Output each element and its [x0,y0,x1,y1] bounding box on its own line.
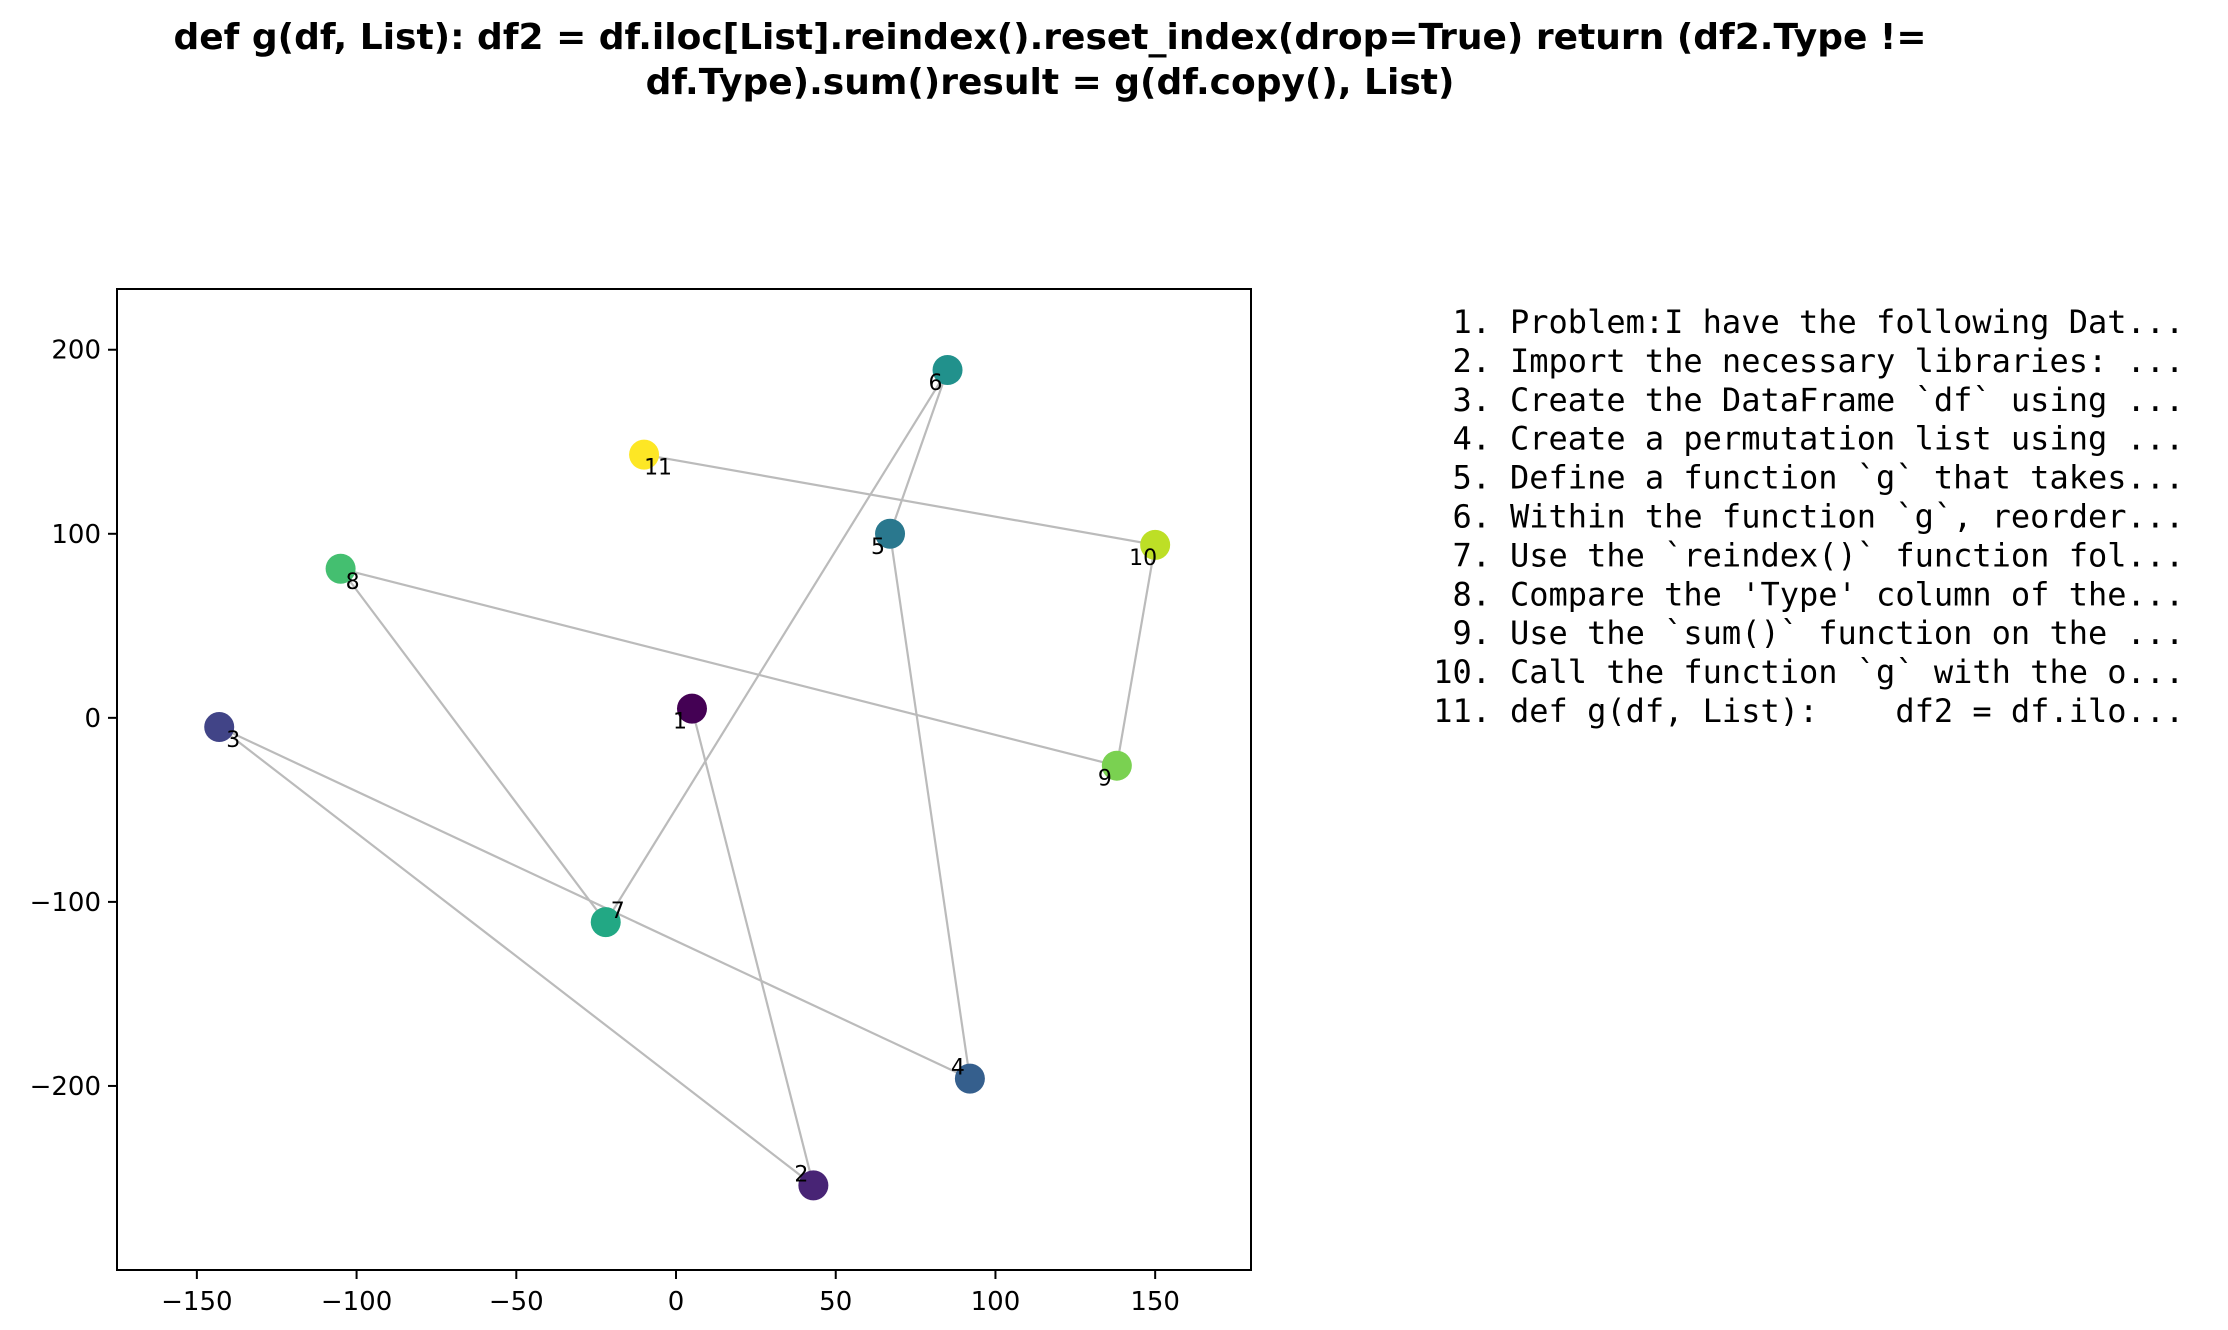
step-number: 1. [1452,303,1491,341]
y-tick-label: −200 [30,1072,101,1102]
point-label: 1 [673,710,687,735]
x-tick-label: 100 [971,1287,1021,1317]
step-text: def g(df, List): df2 = df.ilo... [1510,692,2184,730]
step-text: Use the `reindex()` function fol... [1510,536,2184,574]
step-number: 9. [1452,614,1491,652]
edge-line [690,708,815,1186]
x-tick-label: −100 [321,1287,392,1317]
step-text: Problem:I have the following Dat... [1510,303,2184,341]
edge-line [218,726,815,1187]
point-label: 10 [1129,546,1157,571]
x-axis-ticks: −150 −100 −50 0 50 100 150 [161,1270,1180,1317]
step-text: Create a permutation list using ... [1510,420,2184,458]
chart-title-line: df.Type).sum()result = g(df.copy(), List… [646,62,1455,103]
point-label: 6 [929,371,943,396]
step-item: 5. Define a function `g` that takes... [1452,459,2184,497]
step-text: Within the function `g`, reorder... [1510,498,2184,536]
step-number: 10. [1433,653,1491,691]
y-axis-ticks: −200 −100 0 100 200 [30,336,117,1102]
scatter-point [590,907,621,938]
step-number: 8. [1452,575,1491,613]
chart-title-line: def g(df, List): df2 = df.iloc[List].rei… [173,17,1926,58]
step-number: 5. [1452,459,1491,497]
scatter-point [932,354,963,385]
point-label: 11 [644,456,672,481]
point-label: 7 [611,899,625,924]
edge-line [888,533,971,1079]
plot-frame [116,288,1252,1271]
scatter-point [1140,529,1171,560]
x-tick-label: 0 [668,1287,685,1317]
x-tick-label: 150 [1130,1287,1180,1317]
step-item: 1. Problem:I have the following Dat... [1452,303,2184,341]
y-tick-label: 100 [51,520,101,550]
step-number: 3. [1452,381,1491,419]
point-label: 5 [871,535,885,560]
point-label: 2 [794,1162,808,1187]
step-number: 4. [1452,420,1491,458]
y-tick-label: −100 [30,888,101,918]
step-text: Define a function `g` that takes... [1510,459,2184,497]
x-tick-label: 50 [819,1287,852,1317]
x-tick-label: −50 [489,1287,544,1317]
edge-line [340,567,1118,767]
scatter-point [798,1170,829,1201]
step-item: 4. Create a permutation list using ... [1452,420,2184,458]
step-number: 2. [1452,342,1491,380]
step-text: Create the DataFrame `df` using ... [1510,381,2184,419]
scatter-point [954,1063,985,1094]
y-tick-label: 200 [51,336,101,366]
step-item: 10. Call the function `g` with the o... [1433,653,2184,691]
point-label: 8 [346,570,360,595]
step-item: 6. Within the function `g`, reorder... [1452,498,2184,536]
steps-list: 1. Problem:I have the following Dat... 2. I… [1433,303,2184,730]
step-item: 8. Compare the 'Type' column of the... [1452,575,2184,613]
point-label: 4 [951,1056,965,1081]
points [204,354,1171,1201]
step-text: Import the necessary libraries: ... [1510,342,2184,380]
y-tick-label: 0 [84,704,101,734]
step-item: 7. Use the `reindex()` function fol... [1452,536,2184,574]
x-tick-label: −150 [161,1287,232,1317]
step-item: 11. def g(df, List): df2 = df.ilo... [1433,692,2184,730]
point-label: 3 [226,728,240,753]
step-number: 7. [1452,536,1491,574]
step-item: 3. Create the DataFrame `df` using ... [1452,381,2184,419]
edge-line [643,453,1156,546]
step-text: Call the function `g` with the o... [1510,653,2184,691]
scatter-point [204,712,235,743]
step-text: Use the `sum()` function on the ... [1510,614,2184,652]
edges [218,369,1157,1187]
scatter-point [875,518,906,549]
chart-title: def g(df, List): df2 = df.iloc[List].rei… [173,17,1926,103]
edge-line [888,369,949,535]
scatter-point [629,439,660,470]
step-number: 6. [1452,498,1491,536]
scatter-point [676,693,707,724]
point-labels: 1 2 3 4 5 6 7 8 9 10 11 [226,371,1157,1187]
edge-line [339,568,607,923]
step-text: Compare the 'Type' column of the... [1510,575,2184,613]
edge-line [1115,544,1157,766]
scatter-point [1101,750,1132,781]
edge-line [604,369,949,923]
point-label: 9 [1098,767,1112,792]
scatter-point [325,553,356,584]
edge-line [218,726,971,1080]
step-item: 9. Use the `sum()` function on the ... [1452,614,2184,652]
step-number: 11. [1433,692,1491,730]
step-item: 2. Import the necessary libraries: ... [1452,342,2184,380]
